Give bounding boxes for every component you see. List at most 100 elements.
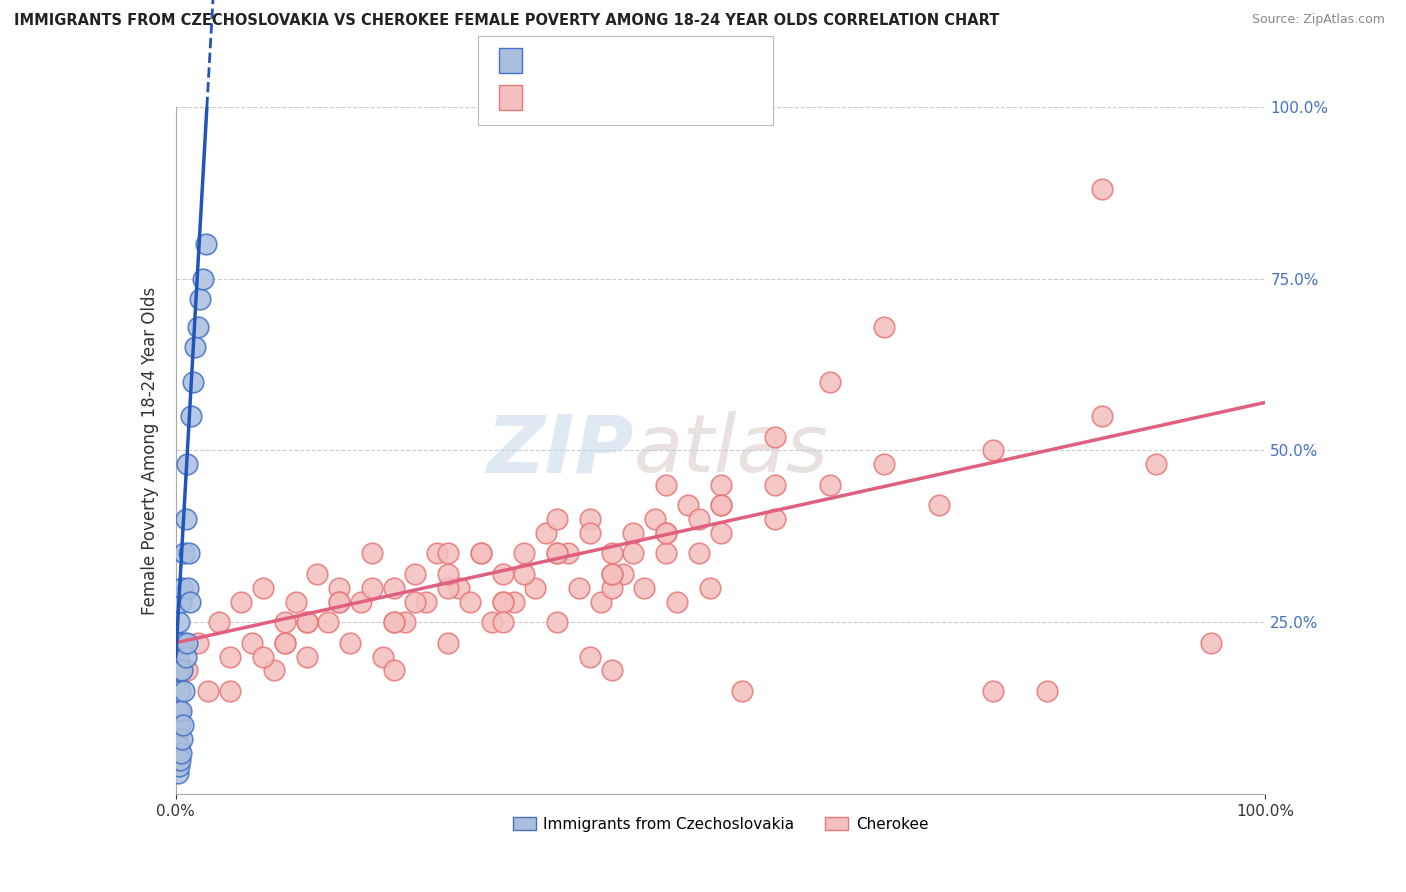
Point <box>295 649 318 664</box>
Point <box>633 581 655 595</box>
Point <box>350 594 373 608</box>
Point <box>252 581 274 595</box>
Point <box>612 567 634 582</box>
Point <box>600 567 623 582</box>
Point <box>458 594 481 608</box>
Point <box>470 546 492 561</box>
Point <box>513 546 536 561</box>
Point <box>600 581 623 595</box>
Point <box>621 525 644 540</box>
Point <box>818 375 841 389</box>
Point <box>197 683 219 698</box>
Point <box>252 649 274 664</box>
Point <box>231 594 253 608</box>
Point <box>426 546 449 561</box>
Point <box>655 525 678 540</box>
Point <box>307 567 329 582</box>
Point <box>167 705 190 719</box>
Point <box>167 649 190 664</box>
Point <box>170 705 193 719</box>
Point <box>382 581 405 595</box>
Point <box>328 594 350 608</box>
Point <box>437 546 460 561</box>
Point <box>177 546 200 561</box>
Point <box>644 512 666 526</box>
Point <box>666 594 689 608</box>
Point <box>415 594 437 608</box>
Y-axis label: Female Poverty Among 18-24 Year Olds: Female Poverty Among 18-24 Year Olds <box>141 286 159 615</box>
Point <box>172 636 194 650</box>
Point <box>179 594 201 608</box>
Point <box>981 443 1004 458</box>
Point <box>167 615 190 630</box>
Point <box>170 594 193 608</box>
Point <box>167 718 190 732</box>
Point <box>546 546 568 561</box>
Point <box>655 546 678 561</box>
Point <box>172 718 194 732</box>
Point <box>186 319 209 334</box>
Text: IMMIGRANTS FROM CZECHOSLOVAKIA VS CHEROKEE FEMALE POVERTY AMONG 18-24 YEAR OLDS : IMMIGRANTS FROM CZECHOSLOVAKIA VS CHEROK… <box>14 13 1000 29</box>
Point <box>492 615 515 630</box>
Point <box>710 499 733 513</box>
Point <box>492 594 515 608</box>
Point <box>1091 409 1114 423</box>
Point <box>437 567 460 582</box>
Point <box>180 409 202 423</box>
Text: Source: ZipAtlas.com: Source: ZipAtlas.com <box>1251 13 1385 27</box>
Point <box>676 499 699 513</box>
Point <box>1091 182 1114 196</box>
Point <box>188 293 211 307</box>
Point <box>688 512 710 526</box>
Point <box>579 649 602 664</box>
Point <box>437 581 460 595</box>
Point <box>173 683 195 698</box>
Point <box>169 683 191 698</box>
Point <box>184 340 207 354</box>
Point <box>589 594 612 608</box>
Point <box>382 615 405 630</box>
Point <box>981 683 1004 698</box>
Point <box>167 663 190 677</box>
Point <box>546 615 568 630</box>
Point <box>195 237 218 252</box>
Point <box>360 546 382 561</box>
Point <box>176 663 198 677</box>
Point <box>579 512 602 526</box>
Point <box>699 581 721 595</box>
Point <box>655 478 678 492</box>
Point <box>600 546 623 561</box>
Point <box>166 705 188 719</box>
Point <box>546 512 568 526</box>
Point <box>600 567 623 582</box>
Point <box>219 683 242 698</box>
Point <box>169 636 191 650</box>
Point <box>339 636 361 650</box>
Point <box>167 739 190 753</box>
Point <box>1199 636 1222 650</box>
Point <box>274 636 297 650</box>
Point <box>1036 683 1059 698</box>
Point <box>568 581 591 595</box>
Point <box>557 546 579 561</box>
Point <box>174 649 197 664</box>
Point <box>394 615 416 630</box>
Point <box>284 594 307 608</box>
Point <box>167 759 190 773</box>
Point <box>360 581 382 595</box>
Point <box>295 615 318 630</box>
Point <box>167 683 190 698</box>
Point <box>181 375 204 389</box>
Point <box>534 525 557 540</box>
Point <box>405 594 427 608</box>
Point <box>170 746 193 760</box>
Point <box>176 457 198 471</box>
Point <box>382 663 405 677</box>
Point <box>763 478 786 492</box>
Text: ZIP: ZIP <box>486 411 633 490</box>
Point <box>492 567 515 582</box>
Point <box>295 615 318 630</box>
Point <box>371 649 394 664</box>
Point <box>240 636 263 650</box>
Point <box>710 478 733 492</box>
